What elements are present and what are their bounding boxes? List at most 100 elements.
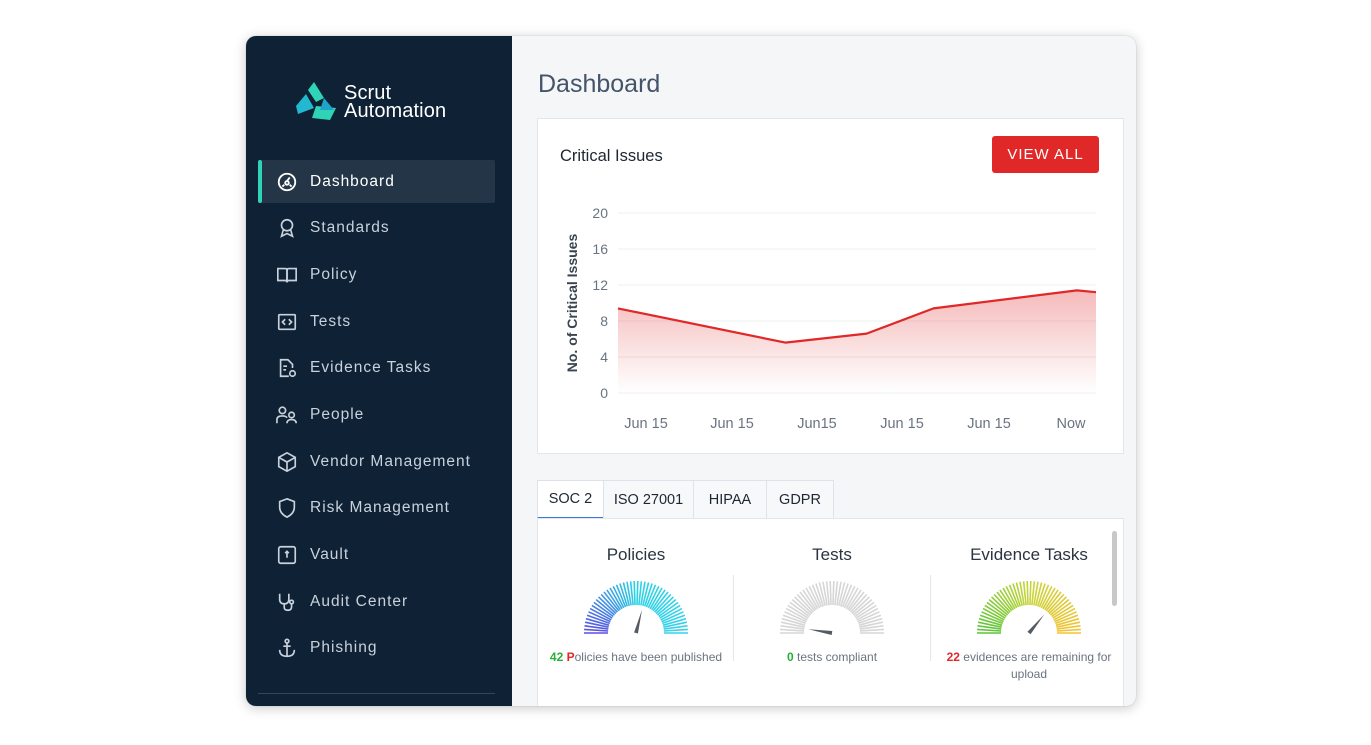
sidebar: Scrut Automation Dashboard Standards xyxy=(246,36,512,706)
gauge-tick xyxy=(600,593,618,613)
gauge-tick xyxy=(834,581,839,606)
gauge-tick xyxy=(1055,614,1079,625)
stethoscope-icon xyxy=(276,591,298,613)
gauge-tick xyxy=(660,607,683,621)
gauge-tick xyxy=(787,604,809,619)
metric-count: 42 xyxy=(549,650,564,664)
gauge-tick xyxy=(1008,584,1020,608)
sidebar-item-evidence-tasks[interactable]: Evidence Tasks xyxy=(258,347,495,390)
gauge-tick xyxy=(802,589,817,611)
gauge-tick xyxy=(1048,596,1067,615)
sidebar-item-label: Tests xyxy=(310,312,352,330)
x-tick-label: Jun15 xyxy=(797,416,837,432)
tab-hipaa[interactable]: HIPAA xyxy=(693,480,767,519)
gauge-tick xyxy=(1036,583,1046,607)
gauge-tick xyxy=(1045,591,1062,612)
gauge-tick xyxy=(977,625,1002,630)
x-tick-label: Now xyxy=(1056,416,1086,432)
gauge-tick xyxy=(584,628,609,632)
panel-scrollbar[interactable] xyxy=(1112,531,1117,606)
sidebar-item-vault[interactable]: Vault xyxy=(258,534,495,577)
gauge-tick xyxy=(782,614,806,625)
tab-iso27001[interactable]: ISO 27001 xyxy=(603,480,694,519)
critical-issues-chart: 0 4 8 12 16 20 Jun 15 Jun 15 Jun15 Jun 15 Jun 15 No… xyxy=(564,205,1097,432)
x-tick-label: Jun 15 xyxy=(967,416,1011,432)
gauge-tick xyxy=(636,580,639,606)
gauge-tick xyxy=(615,584,627,608)
gauge-tick xyxy=(993,593,1011,613)
sidebar-item-vendor-management[interactable]: Vendor Management xyxy=(258,440,495,483)
gauge-tick xyxy=(780,621,805,628)
gauge-needle xyxy=(1027,614,1045,635)
app-window: Scrut Automation Dashboard Standards xyxy=(246,36,1136,706)
gauge-tick xyxy=(598,596,617,615)
gauge-tick xyxy=(1005,585,1018,609)
sidebar-item-policy[interactable]: Policy xyxy=(258,253,495,296)
gauge-tick xyxy=(1035,582,1043,606)
sidebar-item-audit-center[interactable]: Audit Center xyxy=(258,580,495,623)
gauge-tick xyxy=(818,582,826,606)
gauge-tick xyxy=(845,587,859,610)
sidebar-item-people[interactable]: People xyxy=(258,393,495,436)
sidebar-item-risk-management[interactable]: Risk Management xyxy=(258,487,495,530)
sidebar-item-label: Phishing xyxy=(310,639,378,657)
gauge-tick xyxy=(1022,581,1027,606)
gauge-tick xyxy=(843,585,856,609)
metric-prefix-letter: P xyxy=(566,650,575,664)
tab-gdpr[interactable]: GDPR xyxy=(766,480,834,519)
evidence-gauge xyxy=(977,580,1081,635)
gauge-tick xyxy=(805,587,819,610)
gauge-tick xyxy=(645,584,657,608)
gauge-tick xyxy=(836,581,842,606)
logo[interactable]: Scrut Automation xyxy=(294,80,446,124)
x-tick-label: Jun 15 xyxy=(880,416,924,432)
y-tick-label: 0 xyxy=(600,385,608,401)
gauge-tick xyxy=(663,621,688,628)
sidebar-item-label: Vault xyxy=(310,546,350,563)
gauge-tick xyxy=(584,625,609,630)
sidebar-nav: Dashboard Standards Policy Tests xyxy=(258,160,495,674)
gauge-tick xyxy=(591,604,613,619)
sidebar-item-dashboard[interactable]: Dashboard xyxy=(258,160,495,203)
code-icon xyxy=(276,311,298,333)
sidebar-item-tests[interactable]: Tests xyxy=(258,300,495,343)
gauge-tick xyxy=(979,614,1003,625)
evidence-tasks-metric: Evidence Tasks 22 evidences are remainin… xyxy=(931,519,1127,706)
sidebar-item-label: Vendor Management xyxy=(310,452,471,470)
gauge-tick xyxy=(796,593,814,613)
gauge-tick xyxy=(858,617,883,627)
gauge-tick xyxy=(780,625,805,630)
gauge-tick xyxy=(1056,625,1081,630)
gauge-tick xyxy=(1031,581,1036,606)
metric-divider xyxy=(930,575,931,661)
gauge-tick xyxy=(1049,598,1070,616)
compliance-panel: Policies 42 Policies have been published… xyxy=(537,518,1124,706)
y-tick-label: 20 xyxy=(592,205,608,221)
metric-caption: 0 tests compliant xyxy=(744,649,920,666)
tab-soc2[interactable]: SOC 2 xyxy=(537,480,604,519)
gauge-tick xyxy=(1056,628,1081,632)
gauge-tick xyxy=(986,601,1007,618)
gauge-tick xyxy=(654,593,672,613)
sidebar-item-label: Evidence Tasks xyxy=(310,359,432,377)
sidebar-item-label: Dashboard xyxy=(310,172,395,190)
sidebar-item-label: Policy xyxy=(310,265,358,283)
gauge-tick xyxy=(1019,581,1025,606)
gauge-tick xyxy=(991,596,1010,615)
metric-text: evidences are remaining for upload xyxy=(959,650,1112,681)
sidebar-item-standards[interactable]: Standards xyxy=(258,207,495,250)
gauge-tick xyxy=(852,598,873,616)
sidebar-item-phishing[interactable]: Phishing xyxy=(258,627,495,670)
gauge-tick xyxy=(811,584,823,608)
view-all-button[interactable]: VIEW ALL xyxy=(992,136,1099,173)
gauge-tick xyxy=(588,611,611,623)
gauge-tick xyxy=(859,621,884,628)
gauge-tick xyxy=(848,591,865,612)
gauge-tick xyxy=(612,585,625,609)
tests-gauge xyxy=(780,580,884,635)
gauge-tick xyxy=(584,621,609,628)
gauge-tick xyxy=(859,625,884,630)
sidebar-item-label: Standards xyxy=(310,219,390,237)
gauge-tick xyxy=(659,604,681,619)
gauge-tick xyxy=(982,607,1005,621)
